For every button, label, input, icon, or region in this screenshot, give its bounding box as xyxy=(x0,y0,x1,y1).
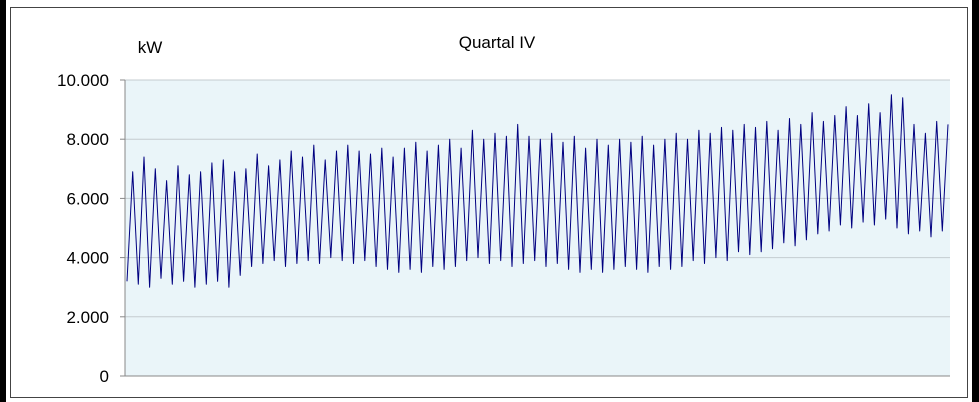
y-tick-label: 2.000 xyxy=(66,308,109,327)
plot-area xyxy=(125,80,950,376)
y-tick-label: 0 xyxy=(100,367,109,386)
y-tick-label: 6.000 xyxy=(66,189,109,208)
y-tick-label: 8.000 xyxy=(66,130,109,149)
y-tick-label: 4.000 xyxy=(66,249,109,268)
y-tick-label: 10.000 xyxy=(57,71,109,90)
series-line xyxy=(126,94,949,288)
y-axis-unit-label: kW xyxy=(138,38,163,57)
chart-title: Quartal IV xyxy=(459,33,536,52)
right-border-bar xyxy=(972,0,979,402)
left-border-bar xyxy=(0,0,6,402)
